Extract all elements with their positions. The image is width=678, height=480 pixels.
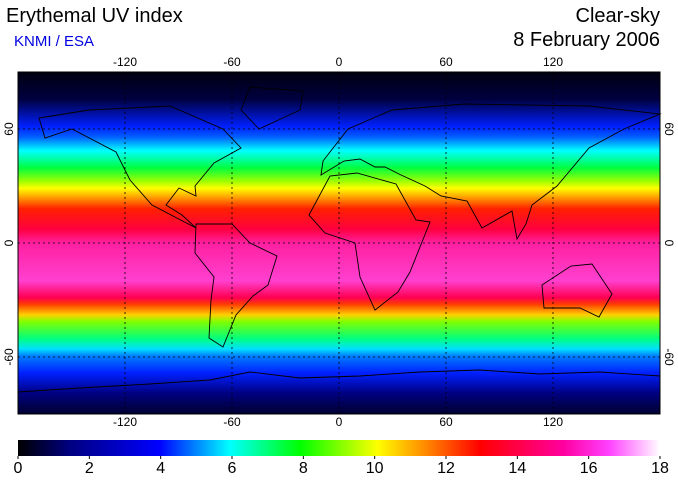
lat-label: 60 — [662, 122, 676, 136]
coastline — [240, 86, 304, 130]
colorbar-label: 2 — [85, 460, 94, 477]
lon-label: 60 — [439, 55, 453, 69]
lon-label: 120 — [543, 55, 563, 69]
coastline — [38, 105, 242, 229]
lat-label: 0 — [2, 239, 16, 246]
colorbar-label: 14 — [508, 460, 526, 477]
lat-label: 0 — [662, 240, 676, 247]
lon-label: -120 — [113, 55, 137, 69]
coastline — [541, 263, 613, 318]
coastline — [17, 369, 661, 393]
title: Erythemal UV index — [6, 5, 183, 27]
lon-label: 0 — [336, 55, 343, 69]
colorbar-label: 16 — [580, 460, 598, 477]
colorbar-label: 4 — [156, 460, 165, 477]
condition: Clear-sky — [576, 5, 660, 27]
coastline — [308, 172, 431, 311]
colorbar-label: 0 — [14, 460, 23, 477]
colorbar — [18, 440, 660, 456]
lat-label: 60 — [2, 122, 16, 136]
colorbar-label: 8 — [299, 460, 308, 477]
lon-label: -120 — [113, 415, 137, 429]
colorbar-label: 10 — [366, 460, 384, 477]
colorbar-label: 12 — [437, 460, 455, 477]
coastline — [320, 103, 662, 241]
coastline — [194, 223, 278, 348]
lon-label: 60 — [439, 415, 453, 429]
lat-label: -60 — [2, 348, 16, 366]
lon-label: 0 — [336, 415, 343, 429]
lat-label: -60 — [662, 348, 676, 366]
lon-label: -60 — [223, 55, 241, 69]
colorbar-label: 6 — [228, 460, 237, 477]
lon-label: 120 — [543, 415, 563, 429]
date: 8 February 2006 — [513, 29, 660, 51]
lon-label: -60 — [223, 415, 241, 429]
subtitle: KNMI / ESA — [14, 33, 94, 50]
colorbar-label: 18 — [651, 460, 669, 477]
